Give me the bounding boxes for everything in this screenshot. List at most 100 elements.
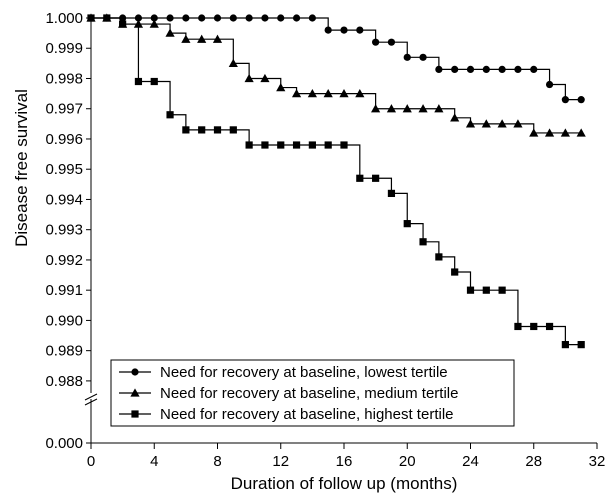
data-point	[482, 65, 490, 74]
series-line	[91, 17, 582, 101]
data-point	[182, 14, 190, 22]
data-point	[291, 89, 302, 98]
data-point	[229, 126, 237, 134]
data-point	[561, 341, 569, 349]
data-point	[198, 14, 206, 22]
legend-marker-triangle-icon	[130, 388, 140, 397]
y-tick-label: 0.988	[45, 373, 83, 390]
data-point	[403, 220, 411, 228]
data-point	[402, 104, 412, 113]
data-point	[419, 53, 427, 61]
data-point	[466, 65, 475, 74]
legend-entry-circle: Need for recovery at baseline, lowest te…	[119, 364, 448, 381]
x-tick-label: 8	[213, 453, 221, 470]
data-point	[244, 73, 254, 83]
y-tick-label: 1.000	[45, 10, 83, 27]
data-point	[435, 253, 443, 261]
data-point	[323, 89, 333, 98]
series-circle	[87, 14, 585, 104]
data-point	[387, 189, 396, 198]
data-point	[545, 80, 554, 89]
data-point	[356, 26, 364, 34]
data-point	[560, 128, 570, 137]
data-point	[514, 65, 522, 74]
data-point	[466, 286, 475, 294]
data-point	[228, 58, 238, 68]
y-axis-title: Disease free survival	[12, 89, 31, 247]
data-point	[561, 96, 569, 104]
data-point	[481, 119, 491, 128]
data-point	[451, 65, 459, 74]
data-point	[292, 14, 301, 22]
data-point	[229, 14, 237, 22]
y-axis-break-mark	[84, 393, 98, 406]
data-point	[434, 104, 444, 113]
data-point	[150, 14, 158, 22]
x-axis-ticks: 0 4 8 12 16 20 24 28 32	[87, 443, 605, 470]
y-tick-label: 0.997	[45, 101, 83, 118]
legend-entries: Need for recovery at baseline, lowest te…	[119, 364, 458, 423]
data-point	[356, 174, 364, 182]
data-point	[212, 34, 223, 43]
plot-area: 0.000 0 4 8 12 16 20 24 28 32 0.9880.9890.9900.9…	[12, 10, 605, 493]
y-tick-label: 0.993	[45, 222, 83, 239]
data-point	[87, 14, 95, 22]
data-point	[245, 14, 253, 22]
y-tick-label: 0.989	[45, 343, 83, 360]
data-point	[355, 89, 365, 98]
data-point	[277, 141, 285, 149]
x-tick-label: 24	[462, 453, 479, 470]
y-tick-label: 0.996	[45, 131, 83, 148]
data-point	[213, 14, 222, 22]
x-tick-label: 4	[150, 453, 158, 470]
data-point	[340, 26, 348, 34]
data-point	[435, 65, 443, 74]
data-point	[403, 53, 411, 61]
data-point	[119, 20, 127, 28]
data-point	[386, 104, 397, 113]
data-point	[451, 268, 459, 276]
legend-marker-square-icon	[131, 410, 139, 418]
legend-entry-square: Need for recovery at baseline, highest t…	[119, 406, 454, 423]
data-point	[213, 126, 222, 134]
data-point	[339, 89, 349, 98]
data-point	[372, 38, 380, 46]
data-point	[529, 128, 539, 137]
data-point	[371, 104, 381, 113]
series-triangle	[86, 13, 586, 137]
data-point	[577, 341, 585, 349]
y-tick-label: 0.998	[45, 70, 83, 87]
data-point	[260, 73, 270, 83]
data-point	[277, 14, 285, 22]
y-tick-label: 0.995	[45, 161, 83, 178]
data-point	[150, 77, 158, 86]
y-tick-label: 0.992	[45, 252, 83, 269]
data-point	[418, 104, 428, 113]
x-tick-label: 0	[87, 453, 95, 470]
data-point	[387, 38, 396, 46]
data-point	[324, 141, 332, 149]
data-point	[465, 119, 476, 128]
data-point	[530, 322, 538, 331]
legend-label: Need for recovery at baseline, medium te…	[160, 385, 458, 402]
data-point	[308, 141, 316, 149]
legend-label: Need for recovery at baseline, lowest te…	[160, 364, 448, 381]
data-point	[261, 141, 269, 149]
data-point	[261, 14, 269, 22]
x-tick-label: 28	[525, 453, 542, 470]
data-point	[514, 322, 522, 331]
data-point	[276, 82, 286, 92]
x-tick-label: 16	[336, 453, 353, 470]
data-point	[340, 141, 348, 149]
data-point	[530, 65, 538, 74]
data-point	[545, 322, 554, 331]
data-point	[308, 14, 316, 22]
data-point	[181, 34, 191, 43]
legend-box	[110, 359, 515, 427]
y-break-tick-label: 0.000	[45, 435, 83, 452]
data-point	[245, 141, 253, 149]
data-point	[134, 77, 143, 86]
data-point	[324, 26, 332, 34]
data-point	[198, 126, 206, 134]
data-point	[103, 14, 111, 22]
